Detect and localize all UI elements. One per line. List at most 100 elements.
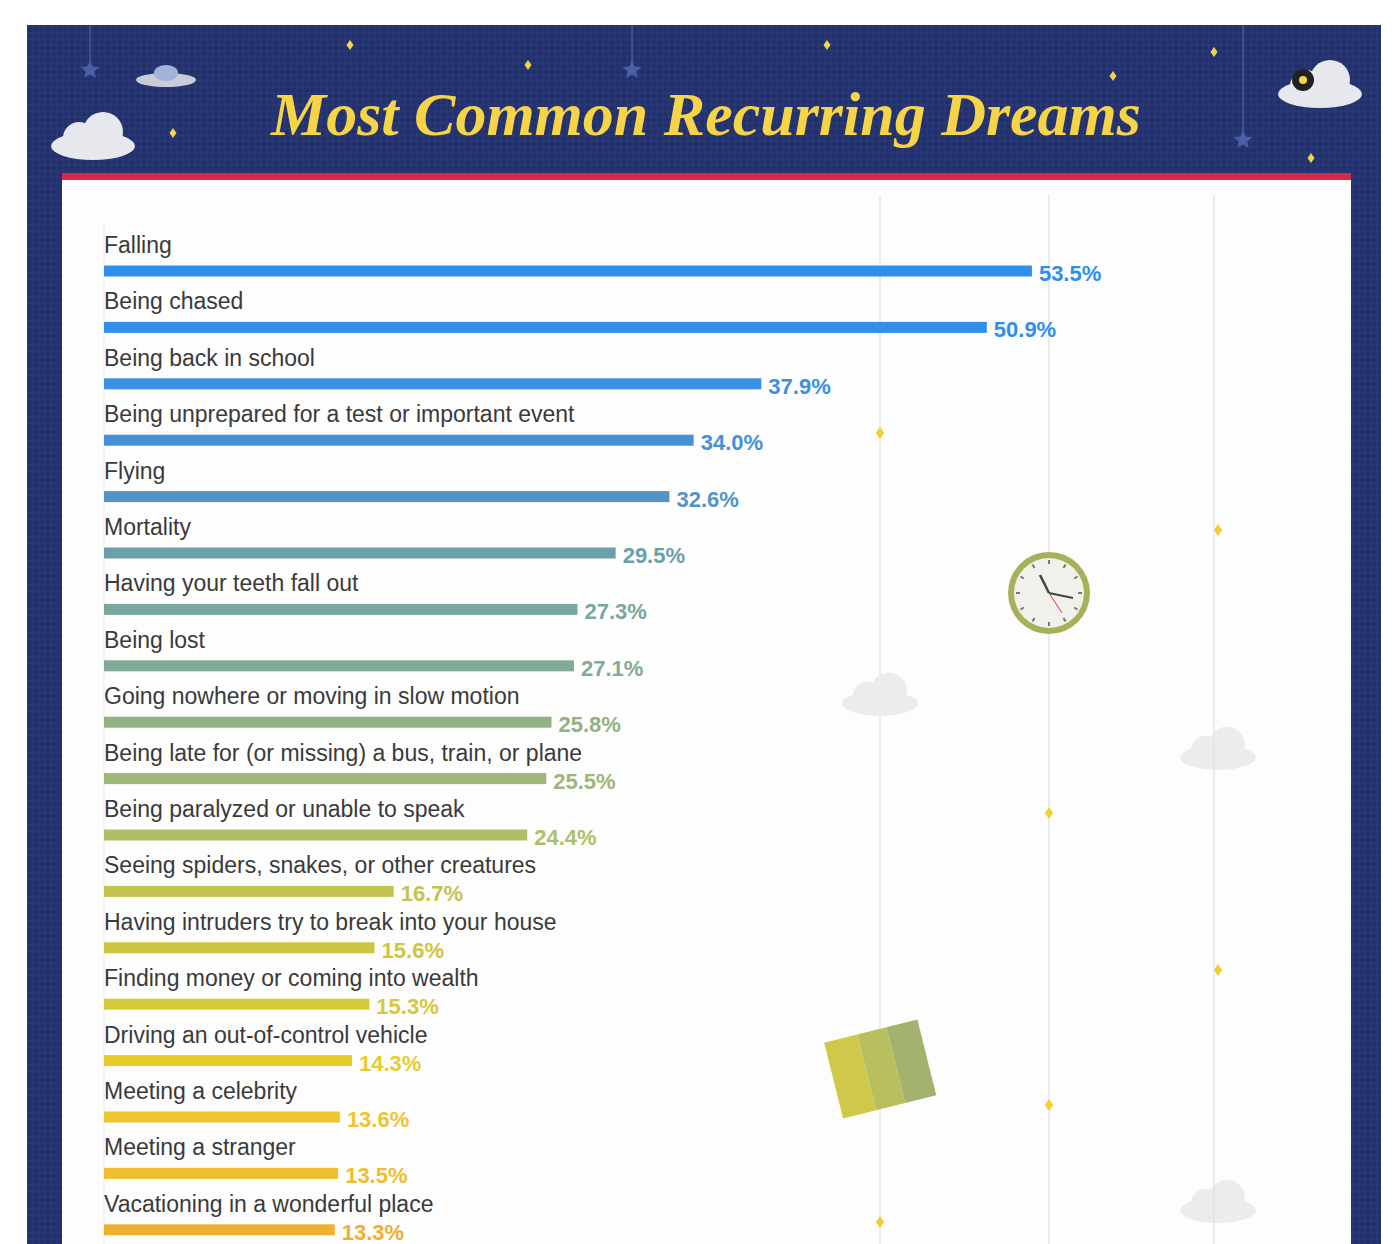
clock-hand xyxy=(1049,593,1073,598)
sparkle xyxy=(876,427,884,439)
clock-rim xyxy=(1008,552,1090,634)
clock-tick xyxy=(1048,560,1050,564)
category-label: Being unprepared for a test or important… xyxy=(104,401,575,427)
cloud-part xyxy=(871,673,907,709)
data-label: 25.8% xyxy=(558,712,620,737)
data-label: 14.3% xyxy=(359,1051,421,1076)
category-label: Vacationing in a wonderful place xyxy=(104,1191,433,1217)
clock-tick xyxy=(1048,622,1050,626)
deco-line xyxy=(1048,195,1050,1244)
clock-tick xyxy=(1078,592,1082,594)
spider xyxy=(1292,69,1314,91)
clock-tick xyxy=(1064,564,1066,567)
category-label: Flying xyxy=(104,458,165,484)
bar xyxy=(104,942,375,953)
data-label: 25.5% xyxy=(553,769,615,794)
category-label: Driving an out-of-control vehicle xyxy=(104,1022,427,1048)
category-label: Seeing spiders, snakes, or other creatur… xyxy=(104,852,536,878)
data-label: 15.6% xyxy=(382,938,444,963)
clock-tick xyxy=(1020,608,1023,610)
data-label: 29.5% xyxy=(623,543,685,568)
cloud xyxy=(51,112,135,160)
bar xyxy=(104,266,1032,277)
category-label: Mortality xyxy=(104,514,191,540)
bar xyxy=(104,1168,338,1179)
clock-tick xyxy=(1020,577,1023,579)
data-label: 16.7% xyxy=(401,881,463,906)
category-label: Meeting a celebrity xyxy=(104,1078,298,1104)
bar xyxy=(104,322,987,333)
category-label: Being lost xyxy=(104,627,206,653)
cloud-part xyxy=(1310,60,1350,100)
sparkle xyxy=(347,40,354,50)
ufo-dome xyxy=(154,65,178,81)
category-label: Being back in school xyxy=(104,345,315,371)
category-label: Having intruders try to break into your … xyxy=(104,909,557,935)
bar xyxy=(104,1055,352,1066)
clock-face xyxy=(1014,558,1084,628)
clock-tick xyxy=(1016,592,1020,594)
bar xyxy=(104,435,694,446)
category-label: Being paralyzed or unable to speak xyxy=(104,796,465,822)
bar xyxy=(104,886,394,897)
data-label: 27.3% xyxy=(584,599,646,624)
clock-tick xyxy=(1064,618,1066,621)
bar xyxy=(104,378,761,389)
bar xyxy=(104,717,551,728)
category-label: Having your teeth fall out xyxy=(104,570,359,596)
category-label: Meeting a stranger xyxy=(104,1134,296,1160)
sparkle xyxy=(1211,47,1218,57)
cloud xyxy=(842,673,918,716)
page-bg xyxy=(0,0,1400,1244)
category-label: Going nowhere or moving in slow motion xyxy=(104,683,519,709)
star xyxy=(81,60,100,78)
star xyxy=(623,60,642,78)
data-label: 13.5% xyxy=(345,1163,407,1188)
range-end xyxy=(1213,195,1215,1244)
sparkle xyxy=(1045,807,1053,819)
bar xyxy=(104,1112,340,1123)
title: Most Common Recurring Dreams xyxy=(270,80,1141,148)
chart: Most Common Recurring Dreams Falling 53.5%… xyxy=(0,0,1400,1244)
cloud xyxy=(1278,60,1362,108)
sparkle xyxy=(525,60,532,70)
cloud xyxy=(1180,1180,1256,1223)
sparkle xyxy=(1308,153,1315,163)
sparkle xyxy=(170,128,177,138)
data-label: 34.0% xyxy=(701,430,763,455)
data-label: 24.4% xyxy=(534,825,596,850)
string xyxy=(90,25,91,62)
frame xyxy=(27,25,1381,1244)
clock-hand xyxy=(1040,575,1049,593)
clock-tick xyxy=(1074,577,1077,579)
pillow xyxy=(824,1020,936,1119)
clock-tick xyxy=(1033,564,1035,567)
cloud xyxy=(1180,727,1256,770)
bars xyxy=(104,266,1032,1236)
bar xyxy=(104,548,616,559)
panel-decoration xyxy=(824,195,1256,1244)
data-label: 32.6% xyxy=(676,487,738,512)
decoration xyxy=(51,25,1362,163)
star xyxy=(1234,130,1253,148)
bar xyxy=(104,773,546,784)
string xyxy=(1243,25,1244,132)
bar xyxy=(104,999,369,1010)
category-label: Being chased xyxy=(104,288,243,314)
sparkle xyxy=(1045,1099,1053,1111)
category-label: Falling xyxy=(104,232,172,258)
data-label: 50.9% xyxy=(994,317,1056,342)
sparkle xyxy=(1214,524,1222,536)
data-label: 13.3% xyxy=(342,1220,404,1244)
labels: Falling 53.5% Being chased 50.9% Being back … xyxy=(104,232,1101,1244)
string xyxy=(632,25,633,62)
sparkle xyxy=(1214,964,1222,976)
pillow-part xyxy=(886,1020,936,1103)
data-label: 53.5% xyxy=(1039,261,1101,286)
bar xyxy=(104,604,577,615)
sparkle xyxy=(876,1216,884,1228)
category-label: Finding money or coming into wealth xyxy=(104,965,479,991)
clock-hand xyxy=(1049,593,1062,613)
spider-spot xyxy=(1299,76,1307,84)
data-label: 27.1% xyxy=(581,656,643,681)
